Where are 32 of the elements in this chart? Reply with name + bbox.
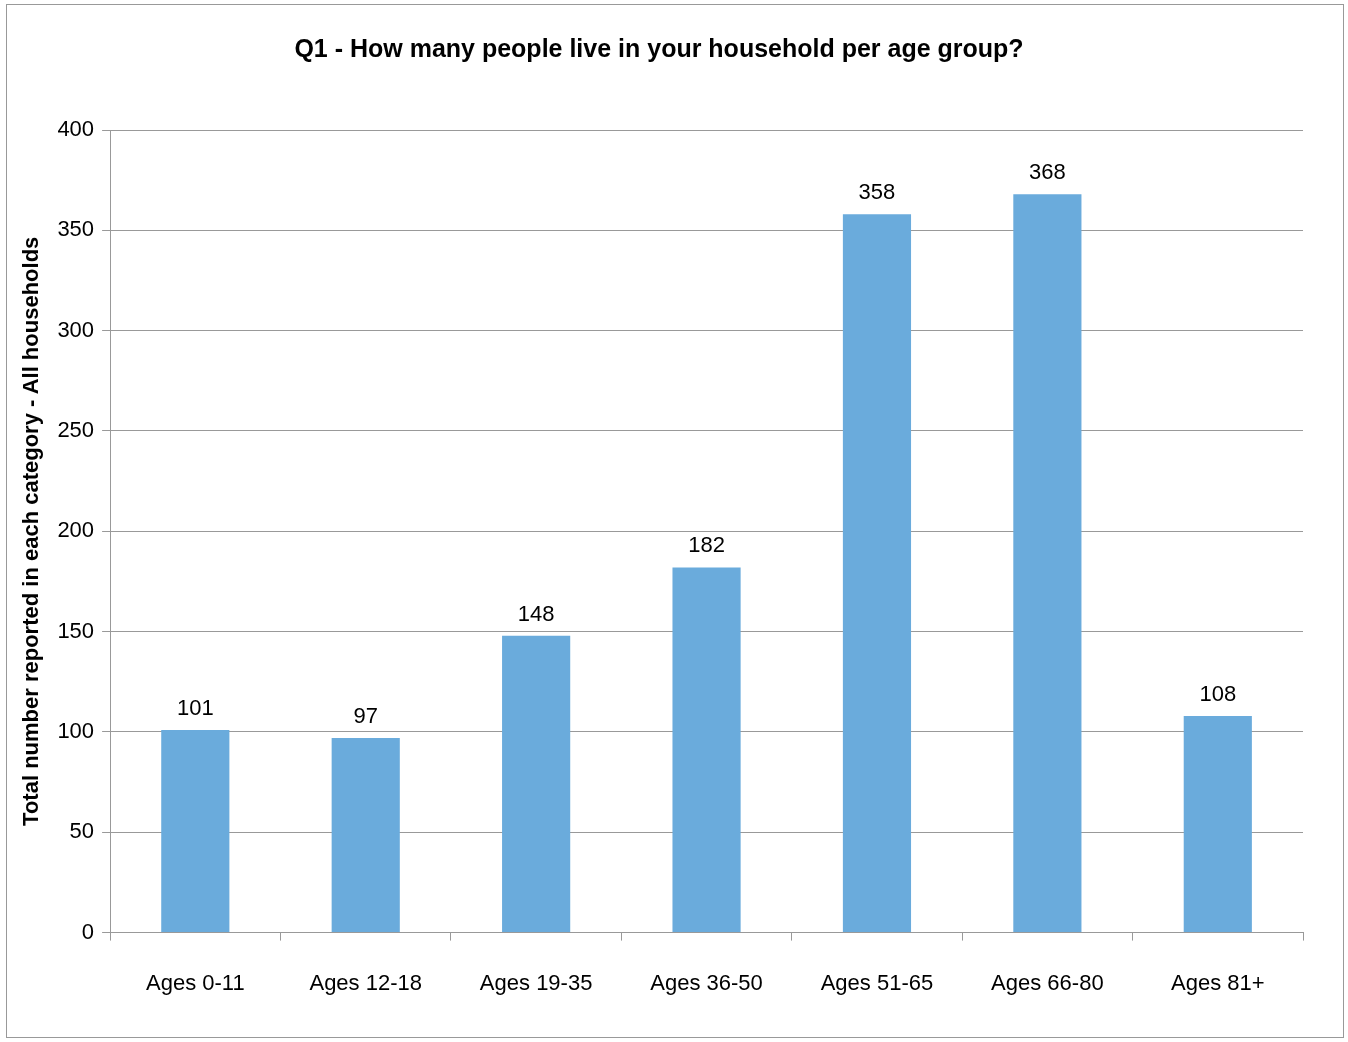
bar: [1013, 194, 1082, 933]
data-label: 108: [1199, 680, 1237, 706]
bar: [502, 635, 571, 933]
y-tick-label: 350: [57, 216, 95, 242]
bar: [161, 729, 230, 933]
y-tick-label: 0: [81, 918, 95, 944]
y-axis-title: Total number reported in each category - All households: [18, 236, 44, 826]
y-tick-label: 300: [57, 316, 95, 342]
bar: [331, 737, 400, 933]
x-tick-label: Ages 19-35: [479, 969, 593, 995]
x-tick-label: Ages 0-11: [145, 969, 245, 995]
x-tick-label: Ages 36-50: [650, 969, 763, 995]
bar: [672, 567, 741, 933]
bar: [842, 214, 912, 933]
data-label: 97: [353, 703, 378, 729]
data-label: 368: [1029, 159, 1066, 185]
x-tick-label: Ages 81+: [1171, 969, 1265, 995]
y-tick-label: 200: [57, 517, 95, 543]
data-label: 358: [858, 179, 896, 205]
y-tick-label: 400: [57, 116, 95, 142]
y-tick-label: 250: [57, 417, 95, 443]
x-tick-label: Ages 51-65: [820, 969, 934, 995]
x-tick-label: Ages 66-80: [991, 969, 1104, 995]
y-tick-label: 150: [57, 617, 95, 643]
y-tick-label: 100: [57, 718, 95, 744]
bar: [1183, 715, 1252, 933]
data-label: 101: [176, 695, 214, 721]
data-label: 182: [688, 532, 725, 558]
y-tick-label: 50: [69, 818, 95, 844]
x-tick-label: Ages 12-18: [309, 969, 422, 995]
chart-title: Q1 - How many people live in your household per age group?: [294, 33, 1024, 62]
data-label: 148: [517, 600, 555, 626]
